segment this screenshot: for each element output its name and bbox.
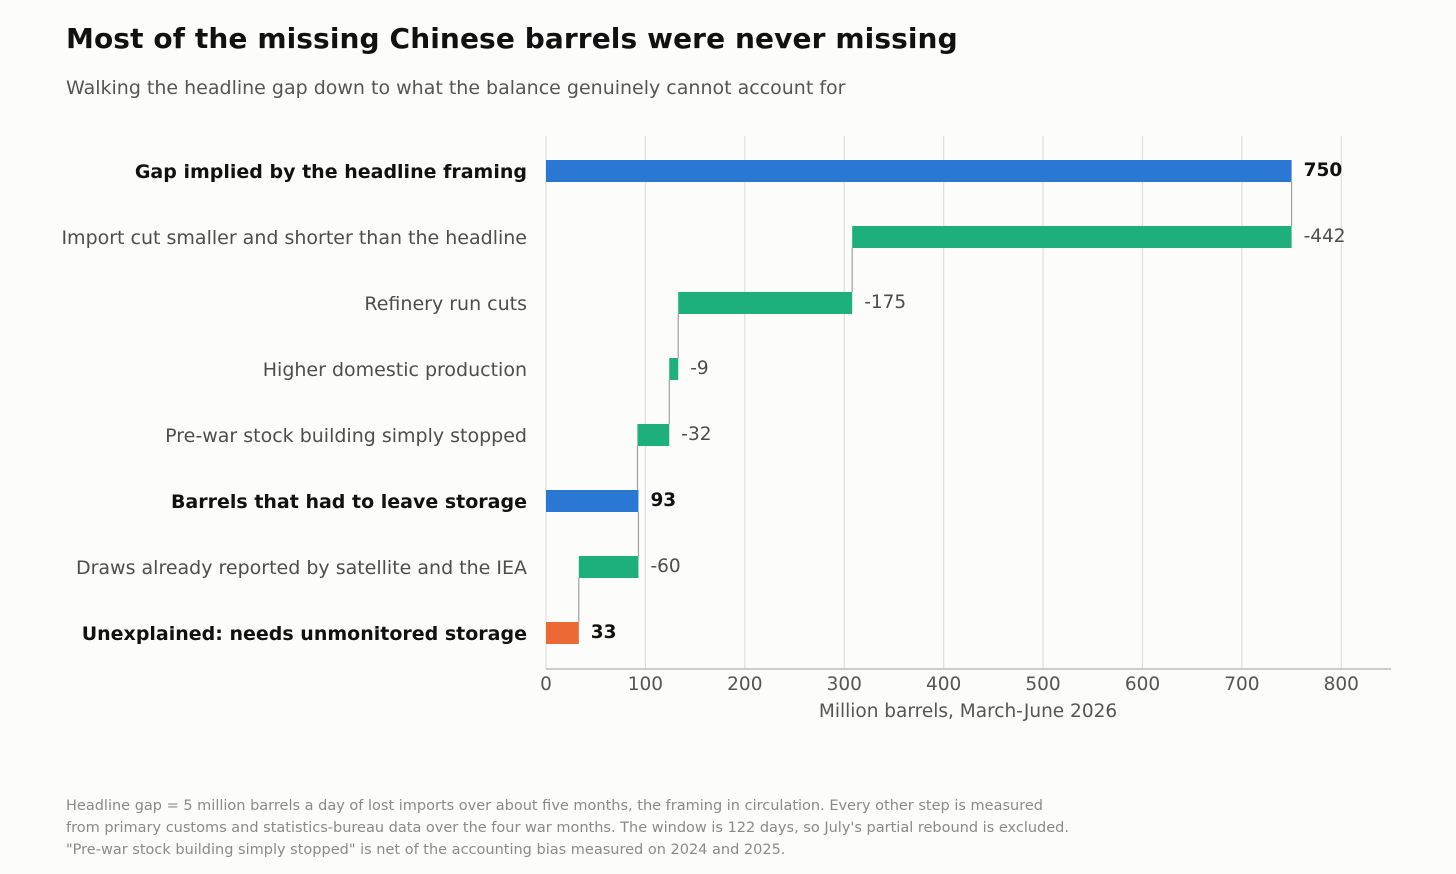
value-label: 33	[591, 622, 617, 643]
category-label: Barrels that had to leave storage	[171, 491, 527, 513]
category-label: Gap implied by the headline framing	[135, 161, 527, 183]
x-tick-label: 100	[628, 674, 663, 695]
waterfall-bar	[637, 424, 670, 446]
chart-title: Most of the missing Chinese barrels were…	[66, 22, 958, 55]
x-axis-title: Million barrels, March-June 2026	[819, 701, 1117, 722]
bars	[546, 160, 1292, 644]
x-tick-label: 700	[1224, 674, 1259, 695]
x-tick-label: 300	[827, 674, 862, 695]
x-tick-label: 600	[1125, 674, 1160, 695]
category-label: Draws already reported by satellite and …	[76, 557, 527, 579]
footnote-line: "Pre-war stock building simply stopped" …	[66, 842, 786, 858]
gridlines	[545, 136, 1342, 669]
waterfall-bar	[546, 160, 1292, 182]
category-label: Unexplained: needs unmonitored storage	[82, 623, 527, 645]
chart-subtitle: Walking the headline gap down to what th…	[66, 77, 846, 99]
x-tick-label: 800	[1324, 674, 1359, 695]
value-label: -442	[1304, 226, 1346, 247]
waterfall-bar	[578, 556, 639, 578]
value-labels: 750 -442 -175 -9 -32 93 -60 33	[591, 160, 1346, 643]
value-label: -9	[690, 358, 708, 379]
category-label: Refinery run cuts	[364, 293, 527, 315]
category-label: Higher domestic production	[263, 359, 527, 381]
value-label: 93	[650, 490, 676, 511]
x-tick-label: 400	[926, 674, 961, 695]
value-label: -175	[864, 292, 906, 313]
footnote: Headline gap = 5 million barrels a day o…	[66, 795, 1069, 861]
footnote-line: from primary customs and statistics-bure…	[66, 820, 1069, 836]
category-labels: Gap implied by the headline framing Impor…	[61, 161, 527, 645]
waterfall-bar	[678, 292, 853, 314]
category-label: Pre-war stock building simply stopped	[165, 425, 527, 447]
waterfall-bar	[669, 358, 679, 380]
waterfall-bar	[546, 622, 579, 644]
x-axis: 0 100 200 300 400 500 600 700 800	[540, 668, 1391, 695]
footnote-line: Headline gap = 5 million barrels a day o…	[66, 798, 1043, 814]
x-tick-label: 200	[727, 674, 762, 695]
value-label: -32	[681, 424, 711, 445]
x-tick-label: 500	[1025, 674, 1060, 695]
value-label: 750	[1304, 160, 1343, 181]
x-tick-label: 0	[540, 674, 552, 695]
value-label: -60	[650, 556, 680, 577]
connector-lines	[578, 182, 1293, 622]
waterfall-bar	[546, 490, 639, 512]
waterfall-bar	[852, 226, 1292, 248]
category-label: Import cut smaller and shorter than the …	[61, 227, 527, 249]
